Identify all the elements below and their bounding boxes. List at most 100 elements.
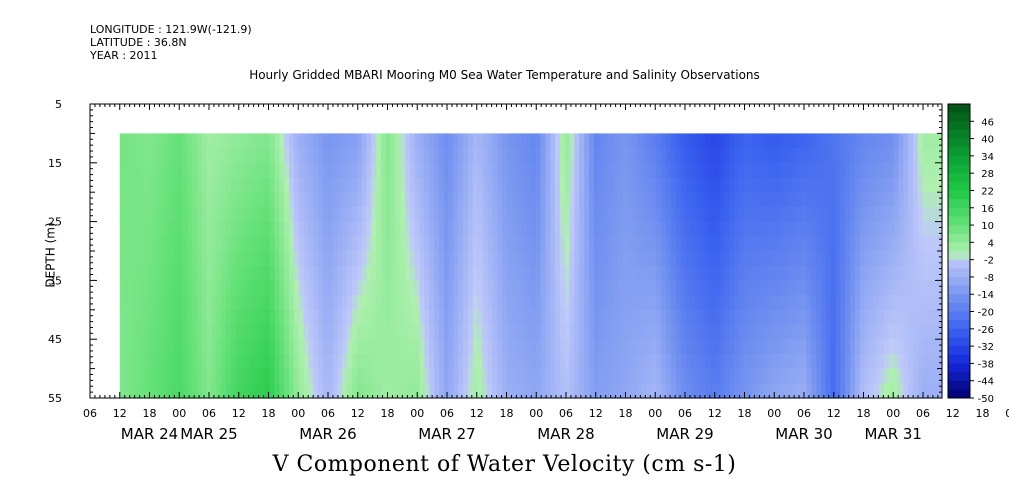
heatmap-cell [540,192,546,208]
heatmap-cell [134,236,140,252]
heatmap-cell [342,339,348,355]
heatmap-cell [438,221,445,237]
heatmap-cell [845,280,851,296]
heatmap-cell [632,192,638,208]
heatmap-cell [738,324,745,340]
heatmap-cell [119,221,126,237]
heatmap-cell [850,295,856,311]
heatmap-cell [646,148,653,164]
heatmap-cell [308,162,314,179]
heatmap-cell [738,353,745,370]
heatmap-cell [801,206,808,223]
heatmap-cell [748,162,754,179]
heatmap-cell [274,383,280,399]
heatmap-cell [743,221,750,237]
heatmap-cell [569,324,576,340]
colorbar-band [948,242,970,252]
heatmap-cell [318,148,324,164]
heatmap-cell [622,206,629,223]
heatmap-cell [216,206,222,223]
heatmap-cell [438,324,445,340]
heatmap-cell [559,162,566,179]
heatmap-cell [908,148,914,164]
heatmap-cell [506,324,513,340]
heatmap-cell [231,309,237,326]
heatmap-cell [830,221,837,237]
heatmap-cell [908,309,914,326]
heatmap-cell [796,162,803,179]
heatmap-cell [854,353,861,370]
heatmap-cell [192,280,198,296]
heatmap-cell [569,265,576,281]
heatmap-cell [603,383,609,399]
heatmap-cell [932,236,938,252]
heatmap-cell [535,206,542,223]
heatmap-cell [671,280,677,296]
heatmap-cell [129,353,135,370]
heatmap-cell [937,295,943,311]
heatmap-cell [912,133,919,149]
heatmap-cell [555,221,561,237]
heatmap-cell [588,148,595,164]
heatmap-cell [748,353,754,370]
heatmap-cell [908,192,914,208]
heatmap-cell [497,177,503,193]
heatmap-cell [772,339,779,355]
heatmap-cell [501,353,508,370]
heatmap-cell [535,177,542,193]
heatmap-cell [385,383,392,399]
heatmap-cell [835,221,842,237]
heatmap-cell [356,206,363,223]
x-hour-label: 12 [946,407,960,420]
heatmap-cell [405,383,411,399]
heatmap-cell [221,162,227,179]
heatmap-cell [182,383,189,399]
heatmap-cell [787,162,793,179]
heatmap-cell [927,162,933,179]
heatmap-cell [298,206,305,223]
heatmap-cell [850,251,856,267]
heatmap-cell [782,280,788,296]
heatmap-cell [893,251,900,267]
heatmap-cell [487,368,493,384]
heatmap-cell [318,265,324,281]
heatmap-cell [671,148,677,164]
heatmap-cell [477,192,484,208]
heatmap-cell [627,221,634,237]
heatmap-cell [608,280,614,296]
heatmap-cell [545,177,551,193]
heatmap-cell [787,324,793,340]
x-hour-label: 06 [916,407,930,420]
heatmap-cell [796,383,803,399]
heatmap-cell [927,177,933,193]
heatmap-cell [603,353,609,370]
heatmap-cell [937,162,943,179]
heatmap-cell [129,148,135,164]
heatmap-cell [443,309,450,326]
heatmap-cell [927,133,933,149]
heatmap-cell [642,162,648,179]
colorbar-band [948,121,970,131]
heatmap-cell [709,353,716,370]
heatmap-cell [177,339,184,355]
heatmap-cell [864,236,871,252]
heatmap-cell [743,295,750,311]
heatmap-cell [390,368,397,384]
heatmap-cell [912,206,919,223]
heatmap-cell [801,221,808,237]
heatmap-cell [521,339,527,355]
colorbar-band [948,233,970,243]
heatmap-cell [564,309,571,326]
heatmap-cell [748,177,754,193]
heatmap-cell [743,324,750,340]
heatmap-cell [690,295,696,311]
heatmap-cell [245,177,251,193]
heatmap-cell [250,353,256,370]
heatmap-cell [545,236,551,252]
heatmap-cell [666,177,672,193]
heatmap-cell [840,353,846,370]
heatmap-cell [492,148,498,164]
heatmap-cell [879,309,885,326]
heatmap-cell [927,324,933,340]
heatmap-cell [351,383,358,399]
